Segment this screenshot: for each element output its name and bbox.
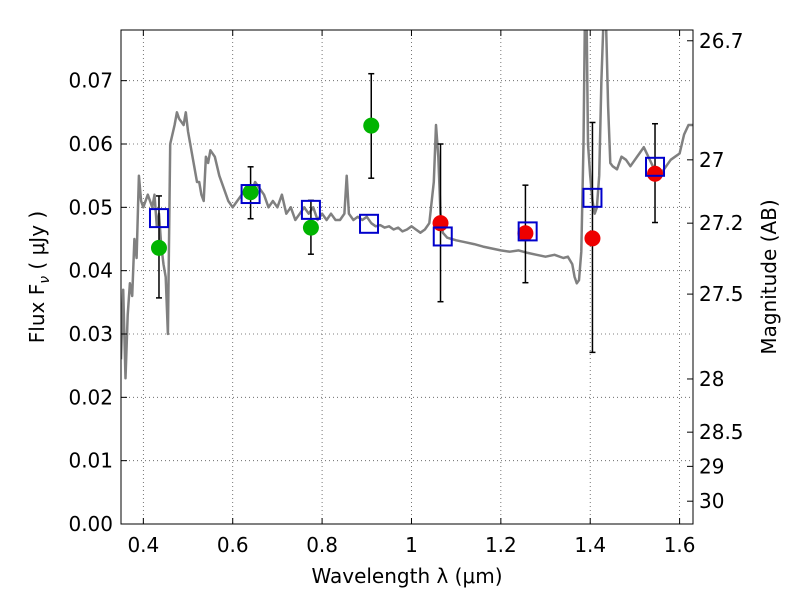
observed-points-layer [150, 117, 664, 256]
y2-tick-label: 26.7 [699, 29, 744, 53]
y2-tick-label: 27.5 [699, 282, 744, 306]
x-tick-label: 1 [405, 533, 418, 557]
y-axis-label: Flux Fν ( μJy ) [25, 211, 53, 343]
y2-tick-label: 28.5 [699, 420, 744, 444]
model-point-square [582, 187, 603, 208]
observed-point-red [432, 215, 449, 232]
model-point-square [148, 208, 169, 229]
y-tick-label: 0.07 [68, 69, 113, 93]
x-tick-label: 1.4 [574, 533, 606, 557]
y2-tick-label: 30 [699, 489, 724, 513]
model-point-square [359, 213, 380, 234]
y-tick-label: 0.04 [68, 259, 113, 283]
x-tick-label: 1.6 [664, 533, 696, 557]
model-point-square [240, 184, 261, 205]
y-tick-label: 0.01 [68, 449, 113, 473]
y-axis-label-subscript: ν [37, 276, 53, 284]
y-tick-label: 0.05 [68, 195, 113, 219]
model-point-square [300, 199, 321, 220]
observed-point-green [150, 239, 167, 256]
model-point-square [517, 221, 538, 242]
x-tick-label: 0.4 [127, 533, 159, 557]
x-tick-label: 0.8 [306, 533, 338, 557]
y-tick-label: 0.00 [68, 512, 113, 536]
observed-point-green [242, 184, 259, 201]
x-tick-label: 1.2 [485, 533, 517, 557]
x-axis-label: Wavelength λ (μm) [311, 564, 502, 588]
model-point-square [645, 156, 666, 177]
model-point-square [432, 226, 453, 247]
x-tick-label: 0.6 [217, 533, 249, 557]
sed-curve [121, 30, 693, 380]
x-axis-ticks: 0.4 0.6 0.8 1 1.2 1.4 1.6 [127, 30, 696, 557]
observed-point-green [363, 117, 380, 134]
y2-axis-label: Magnitude (AB) [757, 199, 781, 354]
sed-curve-layer [121, 30, 693, 380]
plot-frame [120, 29, 694, 525]
y2-tick-label: 29 [699, 454, 724, 478]
y2-tick-label: 28 [699, 367, 724, 391]
observed-point-red [584, 230, 601, 247]
observed-point-green [302, 219, 319, 236]
y-tick-label: 0.02 [68, 385, 113, 409]
y2-axis-ticks: 26.7 27 27.2 27.5 28 28.5 29 30 [687, 29, 744, 513]
observed-point-red [517, 225, 534, 242]
y-axis-label-main: Flux F [25, 284, 49, 343]
observed-point-red [647, 165, 664, 182]
y2-tick-label: 27.2 [699, 211, 744, 235]
y-axis-ticks: 0.00 0.01 0.02 0.03 0.04 0.05 0.06 0.07 [68, 69, 127, 536]
y-tick-label: 0.06 [68, 132, 113, 156]
y-axis-label-unit: ( μJy ) [25, 211, 49, 276]
model-points-layer [148, 156, 666, 247]
y2-tick-label: 27 [699, 148, 724, 172]
y-tick-label: 0.03 [68, 322, 113, 346]
